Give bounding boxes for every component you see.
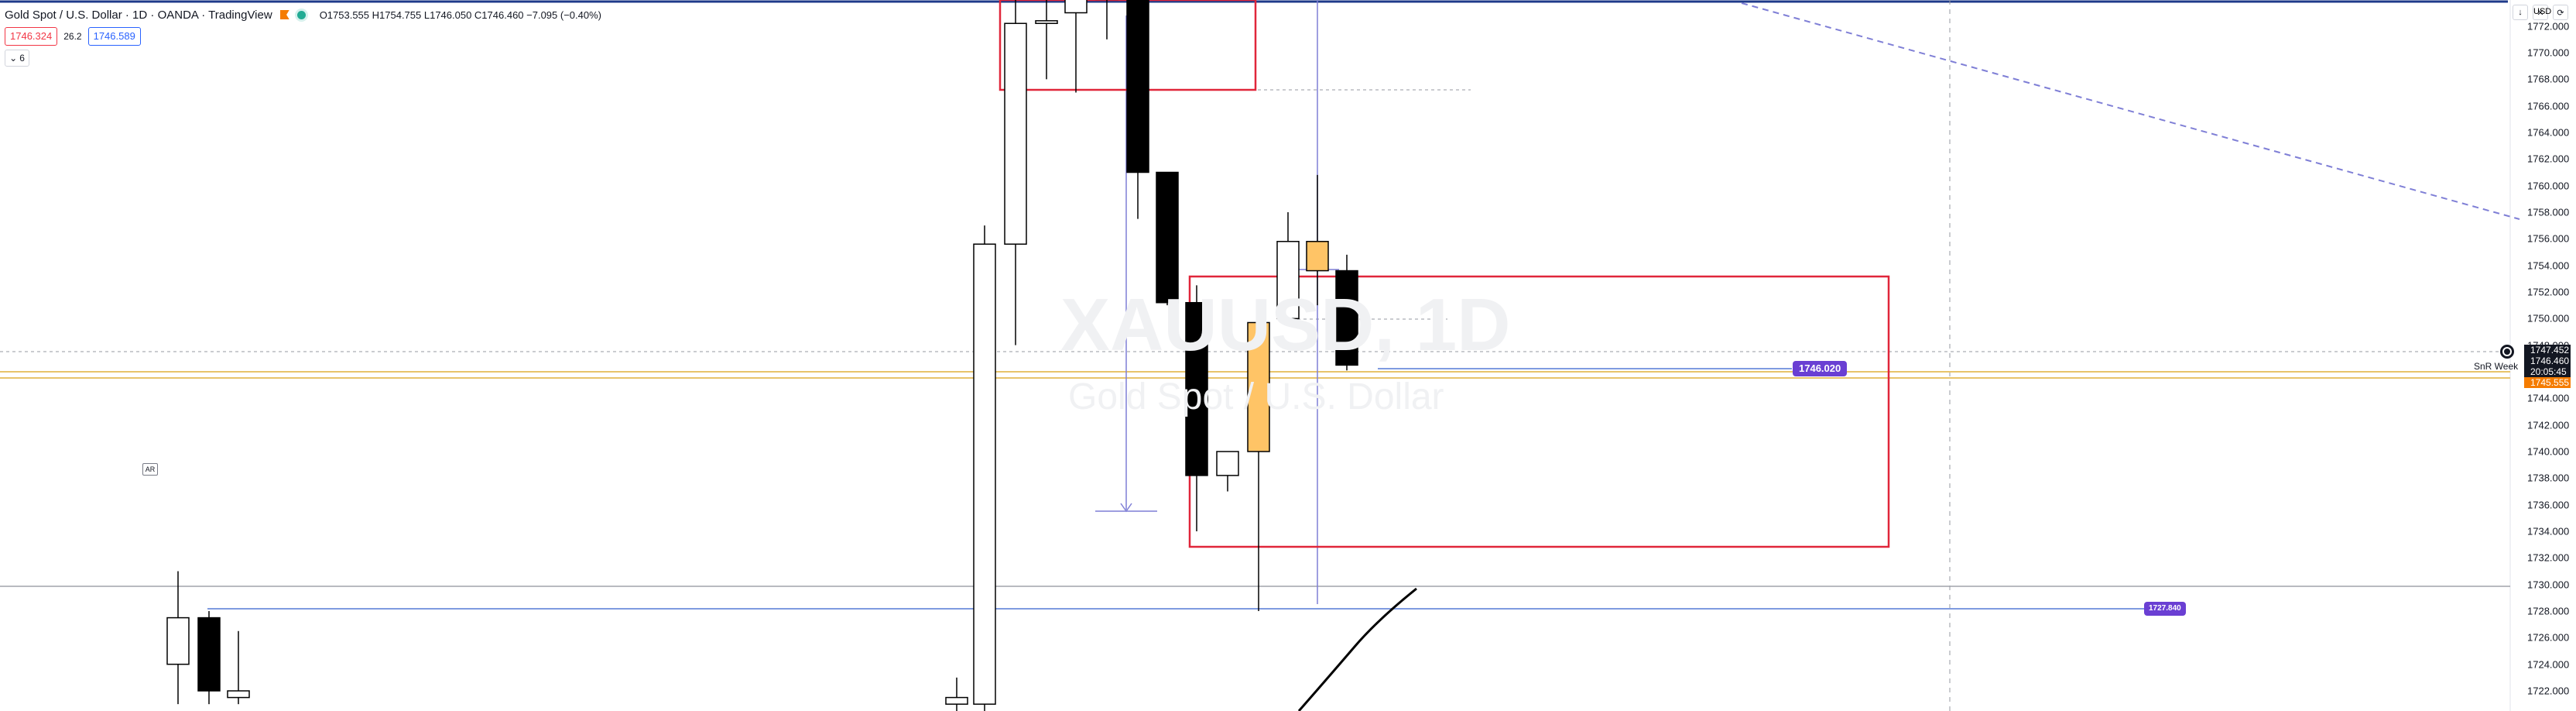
price-tag-countdown: 20:05:45 <box>2524 366 2571 377</box>
candles-group <box>166 0 1358 711</box>
price-tag-low: 1745.555 <box>2524 377 2571 388</box>
close-icon[interactable]: ✕ <box>2533 5 2548 20</box>
target-icon[interactable] <box>2500 345 2514 359</box>
spread-value: 26.2 <box>63 31 82 42</box>
market-open-icon <box>296 10 306 19</box>
candle-body <box>1335 270 1358 366</box>
ohlc-values: O1753.555 H1754.755 L1746.050 C1746.460 … <box>319 9 601 21</box>
candle-body <box>1004 22 1027 245</box>
y-tick-label: 1750.000 <box>2527 312 2570 325</box>
y-tick-label: 1738.000 <box>2527 472 2570 484</box>
watermark-description: Gold Spot / U.S. Dollar <box>1068 376 1444 417</box>
y-tick-label: 1732.000 <box>2527 551 2570 564</box>
y-tick-label: 1724.000 <box>2527 658 2570 671</box>
y-tick-label: 1744.000 <box>2527 392 2570 404</box>
candle-body <box>1216 451 1239 476</box>
y-tick-label: 1770.000 <box>2527 46 2570 59</box>
candle-body <box>1247 321 1270 452</box>
candle-body <box>1185 301 1208 476</box>
y-tick-label: 1764.000 <box>2527 126 2570 139</box>
candle-body <box>973 243 996 705</box>
candle-body <box>1156 171 1179 304</box>
price-axis[interactable]: 1772.000 1770.000 1768.000 1766.000 1764.000… <box>2512 0 2576 711</box>
y-tick-label: 1740.000 <box>2527 445 2570 458</box>
candle-body <box>227 690 250 699</box>
diagonal-trendline <box>1741 2 2520 220</box>
y-tick-label: 1760.000 <box>2527 180 2570 192</box>
black-curve <box>1297 587 1417 711</box>
y-tick-label: 1752.000 <box>2527 286 2570 298</box>
indicators-count: 6 <box>19 53 25 64</box>
snr-week-label: SnR Week <box>2474 361 2519 372</box>
buy-button[interactable]: 1746.589 <box>87 27 141 46</box>
y-tick-label: 1728.000 <box>2527 605 2570 617</box>
currency-label[interactable]: USD <box>2533 7 2552 16</box>
y-tick-label: 1762.000 <box>2527 153 2570 165</box>
symbol-title[interactable]: Gold Spot / U.S. Dollar · 1D · OANDA · T… <box>5 8 272 22</box>
candle-body <box>1064 0 1088 14</box>
y-tick-label: 1772.000 <box>2527 20 2570 33</box>
y-tick-label: 1756.000 <box>2527 232 2570 245</box>
candle-body <box>1276 241 1300 320</box>
candle-body <box>166 617 190 665</box>
y-tick-label: 1742.000 <box>2527 419 2570 431</box>
candle-body <box>945 696 968 705</box>
y-tick-label: 1726.000 <box>2527 631 2570 644</box>
y-tick-label: 1730.000 <box>2527 579 2570 591</box>
sell-button[interactable]: 1746.324 <box>5 27 58 46</box>
candle-body <box>1035 20 1058 24</box>
candle-body <box>1126 0 1149 173</box>
legend-header: Gold Spot / U.S. Dollar · 1D · OANDA · T… <box>5 6 601 23</box>
price-tag-high: 1747.452 <box>2524 345 2571 356</box>
measure-arrow <box>1120 503 1132 513</box>
candle-body <box>197 617 221 692</box>
y-tick-label: 1768.000 <box>2527 73 2570 85</box>
y-tick-label: 1722.000 <box>2527 685 2570 697</box>
indicators-toggle[interactable]: ⌄ 6 <box>5 50 29 67</box>
price-badge-upper[interactable]: 1746.020 <box>1793 361 1848 376</box>
ar-note-icon[interactable]: AR <box>142 463 158 476</box>
top-right-controls: ↓ ✕ ⟳ <box>2513 5 2568 20</box>
watermark-symbol: XAUUSD, 1D <box>1060 283 1511 366</box>
y-tick-label: 1736.000 <box>2527 499 2570 511</box>
y-tick-label: 1758.000 <box>2527 206 2570 218</box>
y-tick-label: 1754.000 <box>2527 259 2570 272</box>
price-badge-lower[interactable]: 1727.840 <box>2144 602 2186 616</box>
price-tag-last: 1746.460 <box>2524 356 2571 366</box>
chevron-down-icon: ⌄ <box>9 53 18 64</box>
y-tick-label: 1734.000 <box>2527 525 2570 538</box>
quote-row: 1746.324 26.2 1746.589 <box>5 27 141 46</box>
candle-body <box>1306 241 1329 272</box>
flag-icon[interactable] <box>279 10 289 19</box>
y-tick-label: 1766.000 <box>2527 100 2570 112</box>
arrow-down-icon[interactable]: ↓ <box>2513 5 2528 20</box>
refresh-icon[interactable]: ⟳ <box>2553 5 2568 20</box>
